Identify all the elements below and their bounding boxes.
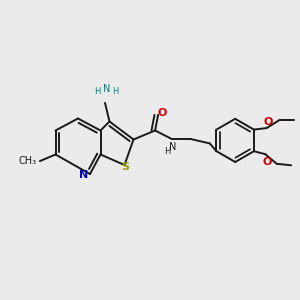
Text: H: H bbox=[164, 147, 171, 156]
Text: O: O bbox=[262, 157, 272, 167]
Text: H: H bbox=[112, 87, 119, 96]
Text: S: S bbox=[121, 162, 129, 172]
Text: O: O bbox=[263, 116, 273, 127]
Text: CH₃: CH₃ bbox=[18, 156, 36, 166]
Text: N: N bbox=[169, 142, 176, 152]
Text: N: N bbox=[80, 169, 88, 180]
Text: O: O bbox=[158, 107, 167, 118]
Text: N: N bbox=[103, 84, 111, 94]
Text: H: H bbox=[94, 87, 101, 96]
